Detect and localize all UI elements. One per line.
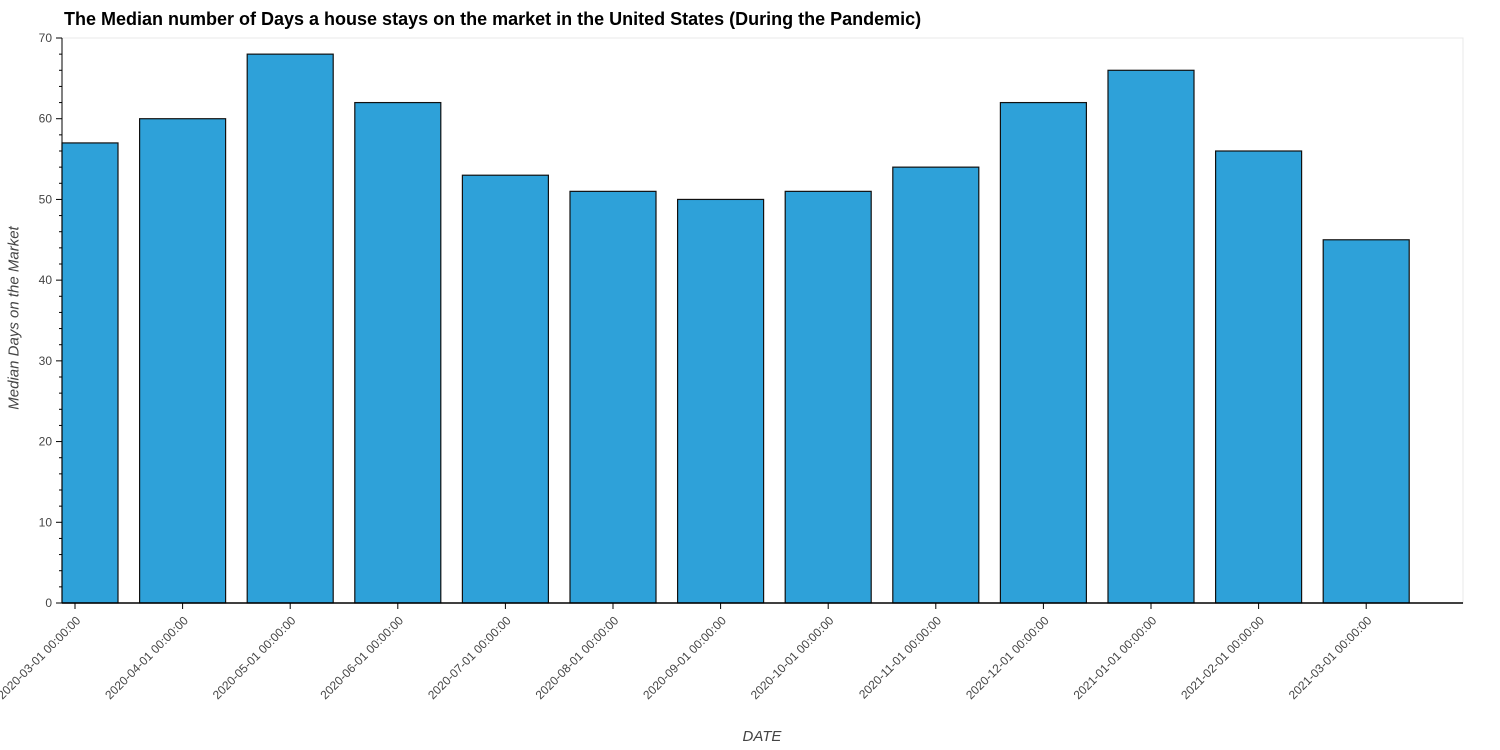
bar: [1214, 150, 1303, 604]
chart-title: The Median number of Days a house stays …: [64, 9, 922, 29]
y-tick-label: 10: [39, 515, 53, 529]
x-axis: 2020-03-01 00:00:00 2020-04-01 00:00:00 20…: [0, 602, 1463, 702]
x-tick-label: 2020-07-01 00:00:00: [425, 613, 514, 702]
y-tick-label: 0: [45, 596, 52, 610]
x-tick-label: 2020-05-01 00:00:00: [210, 613, 299, 702]
y-tick-label: 50: [39, 192, 53, 206]
bar: [1322, 239, 1410, 604]
bar: [354, 101, 442, 604]
y-axis: 0 10 20 30 40 50 60 70: [39, 31, 63, 610]
x-tick-label: 2020-09-01 00:00:00: [640, 613, 729, 702]
bar: [461, 174, 549, 604]
y-tick-label: 40: [39, 273, 53, 287]
x-tick-label: 2020-08-01 00:00:00: [533, 613, 622, 702]
bar: [1107, 69, 1195, 604]
y-tick-label: 20: [39, 435, 53, 449]
x-tick-label: 2020-10-01 00:00:00: [748, 613, 837, 702]
y-tick-label: 60: [39, 112, 53, 126]
x-tick-label: 2021-02-01 00:00:00: [1178, 613, 1267, 702]
bars-layer: [61, 53, 1410, 604]
bar: [61, 142, 119, 604]
y-tick-label: 70: [39, 31, 53, 45]
x-tick-label: 2020-06-01 00:00:00: [317, 613, 406, 702]
x-tick-label: 2020-12-01 00:00:00: [963, 613, 1052, 702]
bar: [246, 53, 334, 604]
bar: [784, 190, 872, 604]
bar: [676, 198, 765, 604]
x-tick-label: 2020-03-01 00:00:00: [0, 613, 84, 702]
bar: [999, 101, 1088, 604]
x-axis-label: DATE: [742, 728, 782, 745]
bar: [892, 166, 980, 604]
bar: [139, 118, 227, 604]
y-tick-label: 30: [39, 354, 53, 368]
x-tick-label: 2020-04-01 00:00:00: [102, 613, 191, 702]
bar: [569, 190, 657, 604]
x-tick-label: 2020-11-01 00:00:00: [856, 613, 944, 701]
x-tick-label: 2021-01-01 00:00:00: [1071, 613, 1160, 702]
x-tick-label: 2021-03-01 00:00:00: [1286, 613, 1375, 702]
